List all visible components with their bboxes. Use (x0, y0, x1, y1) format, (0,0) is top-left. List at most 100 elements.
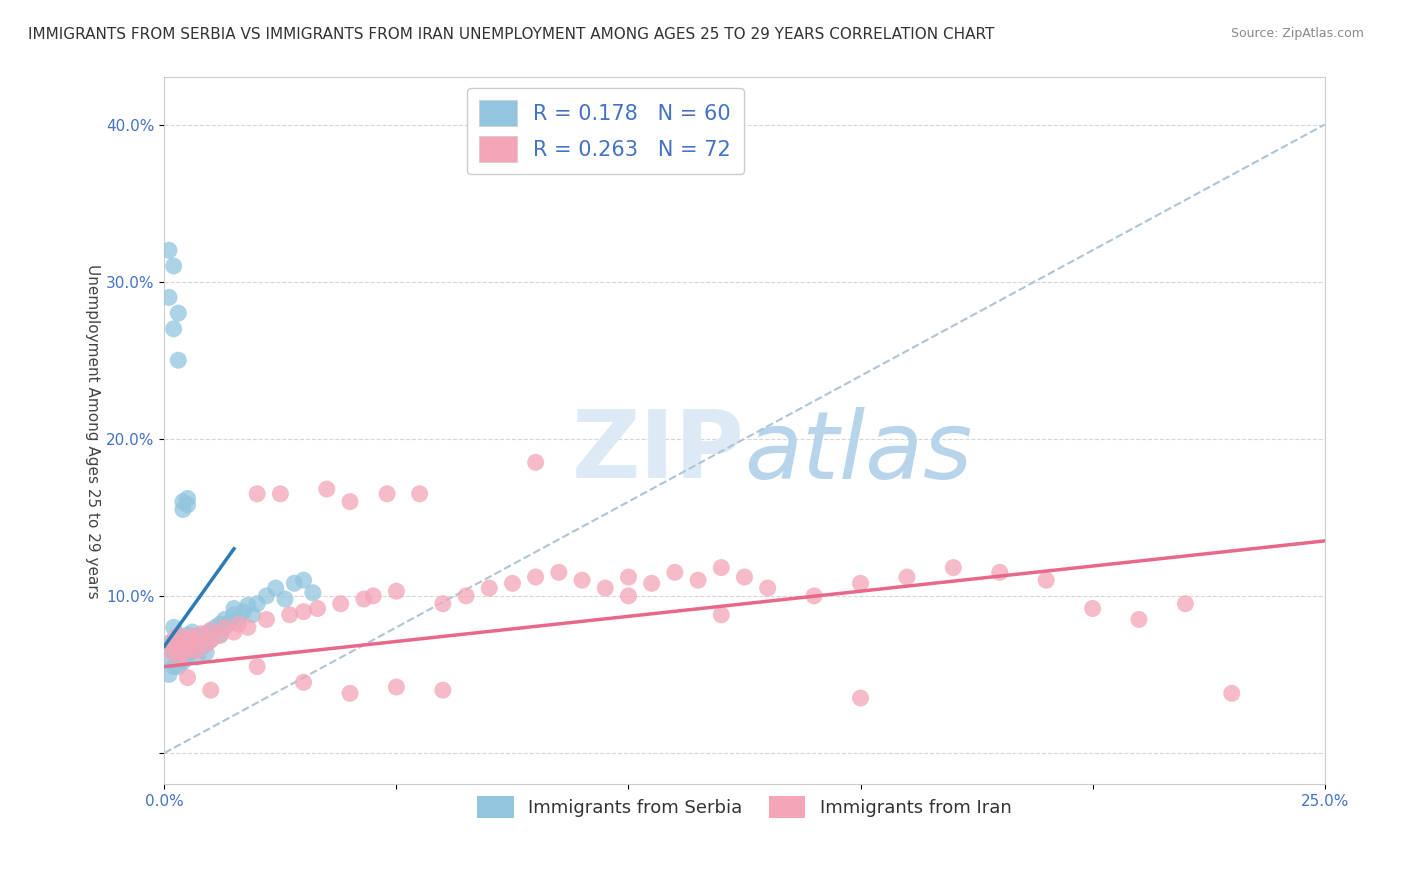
Point (710, 560, 733, 574)
Point (204, 620, 226, 634)
Point (176, 491, 198, 506)
Point (734, 570, 756, 584)
Point (339, 686, 361, 700)
Point (617, 570, 640, 584)
Point (167, 353, 190, 368)
Point (571, 573, 593, 587)
Text: atlas: atlas (745, 407, 973, 498)
Point (942, 560, 965, 574)
Point (264, 581, 287, 595)
Point (292, 605, 315, 619)
Point (278, 607, 301, 622)
Point (172, 494, 194, 508)
Point (181, 630, 204, 644)
Point (524, 455, 547, 469)
Y-axis label: Unemployment Among Ages 25 to 29 years: Unemployment Among Ages 25 to 29 years (86, 263, 100, 599)
Point (292, 573, 315, 587)
Point (849, 691, 872, 706)
Point (256, 589, 278, 603)
Text: IMMIGRANTS FROM SERBIA VS IMMIGRANTS FROM IRAN UNEMPLOYMENT AMONG AGES 25 TO 29 : IMMIGRANTS FROM SERBIA VS IMMIGRANTS FRO… (28, 27, 994, 42)
Point (432, 597, 454, 611)
Point (176, 636, 198, 650)
Point (214, 620, 236, 634)
Point (218, 615, 240, 630)
Point (181, 639, 204, 653)
Point (172, 632, 194, 647)
Point (172, 655, 194, 669)
Point (896, 570, 918, 584)
Point (162, 644, 184, 658)
Point (524, 570, 547, 584)
Point (167, 652, 190, 666)
Point (186, 634, 208, 648)
Point (454, 589, 477, 603)
Point (176, 498, 198, 512)
Point (176, 639, 198, 653)
Point (283, 576, 305, 591)
Point (157, 652, 180, 666)
Point (200, 632, 222, 647)
Point (172, 502, 194, 516)
Point (176, 628, 198, 642)
Point (617, 589, 640, 603)
Point (1220, 686, 1243, 700)
Point (176, 648, 198, 663)
Point (200, 624, 222, 638)
Point (236, 620, 259, 634)
Point (256, 612, 278, 626)
Point (176, 632, 198, 646)
Point (181, 625, 204, 640)
Point (172, 636, 194, 650)
Point (307, 601, 329, 615)
Point (200, 683, 222, 698)
Point (478, 581, 501, 595)
Point (172, 639, 194, 653)
Point (214, 612, 236, 626)
Point (353, 592, 375, 607)
Point (157, 244, 180, 258)
Point (1128, 612, 1150, 626)
Point (640, 576, 662, 591)
Point (688, 573, 710, 587)
Point (190, 626, 212, 640)
Point (186, 630, 208, 644)
Point (172, 644, 194, 658)
Point (162, 636, 184, 650)
Point (1081, 601, 1104, 615)
Point (242, 607, 264, 622)
Point (232, 605, 254, 619)
Point (302, 586, 325, 600)
Point (329, 597, 352, 611)
Point (375, 487, 398, 501)
Text: Source: ZipAtlas.com: Source: ZipAtlas.com (1230, 27, 1364, 40)
Point (181, 634, 204, 648)
Point (408, 487, 430, 501)
Point (162, 639, 184, 653)
Point (209, 617, 232, 632)
Point (162, 322, 184, 336)
Point (176, 642, 198, 657)
Point (157, 636, 180, 650)
Point (339, 494, 361, 508)
Point (167, 636, 190, 650)
Point (157, 644, 180, 658)
Point (849, 576, 872, 591)
Point (190, 640, 212, 655)
Point (246, 597, 269, 611)
Point (274, 592, 297, 607)
Point (162, 659, 184, 673)
Point (195, 626, 218, 640)
Point (292, 675, 315, 690)
Point (186, 650, 208, 665)
Point (162, 632, 184, 647)
Point (186, 644, 208, 658)
Point (432, 683, 454, 698)
Point (501, 576, 523, 591)
Point (1174, 597, 1197, 611)
Point (228, 611, 250, 625)
Point (222, 625, 245, 640)
Point (269, 487, 291, 501)
Point (162, 620, 184, 634)
Point (222, 601, 245, 615)
Legend: Immigrants from Serbia, Immigrants from Iran: Immigrants from Serbia, Immigrants from … (470, 789, 1019, 825)
